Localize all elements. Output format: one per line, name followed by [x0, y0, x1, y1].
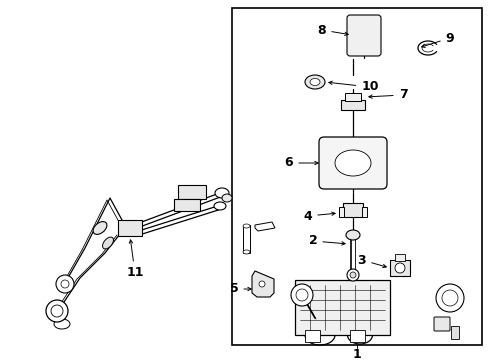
Ellipse shape — [305, 75, 325, 89]
Text: 9: 9 — [421, 31, 453, 48]
Bar — [231, 8, 481, 345]
Ellipse shape — [334, 150, 370, 176]
Circle shape — [46, 300, 68, 322]
Circle shape — [290, 284, 312, 306]
Circle shape — [394, 263, 404, 273]
Ellipse shape — [309, 78, 319, 85]
Ellipse shape — [93, 222, 107, 234]
Bar — [361, 207, 366, 217]
Circle shape — [441, 290, 457, 306]
Bar — [338, 207, 343, 217]
Text: 7: 7 — [368, 89, 407, 102]
Ellipse shape — [102, 237, 113, 249]
Ellipse shape — [54, 319, 70, 329]
Ellipse shape — [243, 250, 249, 254]
FancyBboxPatch shape — [318, 137, 386, 189]
Bar — [294, 280, 389, 335]
Circle shape — [259, 281, 264, 287]
Circle shape — [346, 269, 358, 281]
Text: 10: 10 — [328, 81, 378, 94]
Bar — [178, 185, 205, 199]
Bar — [118, 220, 142, 236]
Text: 8: 8 — [317, 23, 347, 36]
Circle shape — [295, 289, 307, 301]
Bar — [340, 100, 364, 110]
Text: 11: 11 — [126, 240, 143, 279]
Ellipse shape — [214, 202, 225, 210]
Text: 3: 3 — [357, 253, 386, 267]
Circle shape — [61, 280, 69, 288]
FancyBboxPatch shape — [346, 15, 380, 56]
Polygon shape — [251, 271, 273, 297]
Bar — [342, 203, 362, 217]
Ellipse shape — [222, 194, 231, 202]
Bar — [394, 254, 404, 261]
Bar — [174, 199, 200, 211]
Text: 4: 4 — [303, 210, 334, 222]
Ellipse shape — [243, 224, 249, 228]
Text: 6: 6 — [284, 157, 318, 170]
Ellipse shape — [346, 230, 359, 240]
Bar — [349, 330, 364, 342]
Text: 5: 5 — [229, 283, 251, 296]
Text: 1: 1 — [352, 347, 361, 360]
Ellipse shape — [215, 188, 228, 198]
Circle shape — [51, 305, 63, 317]
Circle shape — [349, 272, 355, 278]
Bar — [243, 225, 249, 253]
FancyBboxPatch shape — [433, 317, 449, 331]
Bar — [305, 330, 319, 342]
Bar — [389, 260, 409, 276]
Text: 2: 2 — [308, 234, 345, 248]
Bar — [450, 326, 458, 339]
Circle shape — [56, 275, 74, 293]
Circle shape — [435, 284, 463, 312]
Polygon shape — [254, 222, 274, 231]
Bar — [345, 93, 360, 101]
